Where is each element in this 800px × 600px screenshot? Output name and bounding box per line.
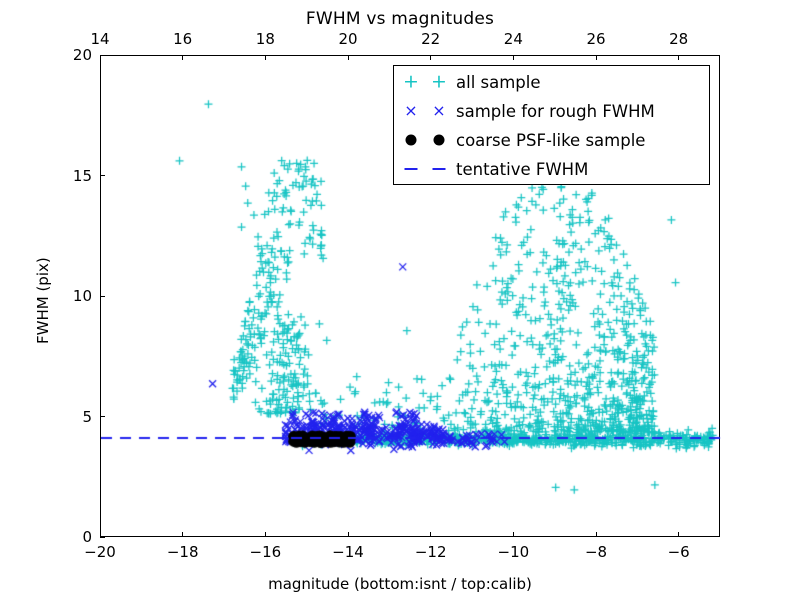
y-tick-label: 5 <box>82 407 92 426</box>
bottom-tickmark <box>512 532 515 537</box>
x-axis-label: magnitude (bottom:isnt / top:calib) <box>268 575 532 593</box>
top-tickmark <box>678 55 680 60</box>
y-tick-label: 0 <box>82 528 92 546</box>
bottom-tick-label: −12 <box>414 543 447 561</box>
y-tickmark <box>100 295 105 297</box>
bottom-tick-label: −8 <box>584 543 608 561</box>
top-tick-label: 22 <box>421 30 441 48</box>
y-tick-label: 15 <box>72 166 92 185</box>
bottom-tickmark <box>678 532 680 537</box>
chart-legend[interactable]: + + all sample × × sample for rough FWHM coars… <box>393 65 710 185</box>
bottom-tick-label: −16 <box>249 543 282 561</box>
top-tickmark <box>347 55 349 60</box>
top-tick-label: 14 <box>90 30 110 48</box>
legend-marker--icon: + + <box>403 70 447 93</box>
y-tickmark <box>100 416 105 418</box>
legend-marker-dashedline-icon <box>394 154 456 184</box>
y-tickmark <box>100 54 105 56</box>
legend-label: tentative FWHM <box>456 159 589 179</box>
bottom-tickmark <box>595 532 597 537</box>
chart-title: FWHM vs magnitudes <box>305 9 495 29</box>
top-tickmark <box>182 55 184 60</box>
bottom-tick-label: −10 <box>497 543 530 561</box>
y-tickmark <box>100 536 105 538</box>
top-tickmark <box>99 55 101 60</box>
y-tick-label: 20 <box>72 46 92 64</box>
legend-marker-o-icon <box>394 125 456 155</box>
legend-label: sample for rough FWHM <box>456 101 655 121</box>
top-tickmark <box>512 55 515 60</box>
legend-entry[interactable]: + + all sample <box>394 67 709 97</box>
bottom-tick-label: −6 <box>667 543 690 561</box>
y-tickmark <box>100 175 105 177</box>
bottom-tickmark <box>182 532 184 537</box>
y-tick-label: 10 <box>72 287 92 305</box>
legend-entry[interactable]: × × sample for rough FWHM <box>394 96 709 126</box>
top-tickmark <box>595 55 597 60</box>
top-tick-label: 24 <box>503 30 523 48</box>
bottom-tick-label: −18 <box>166 543 199 561</box>
top-tick-label: 16 <box>173 30 193 48</box>
bottom-tick-label: −20 <box>84 543 116 561</box>
top-tickmark <box>264 55 267 60</box>
top-tick-label: 20 <box>338 30 358 48</box>
bottom-tickmark <box>347 532 349 537</box>
bottom-tick-label: −14 <box>332 543 364 561</box>
top-tick-label: 18 <box>255 30 275 48</box>
legend-marker-x-icon: × × <box>404 101 446 120</box>
legend-entry[interactable]: coarse PSF-like sample <box>394 125 709 155</box>
legend-label: all sample <box>456 72 541 92</box>
bottom-tickmark <box>264 532 267 537</box>
top-tick-label: 28 <box>669 30 689 48</box>
y-axis-label: FWHM (pix) <box>34 257 52 344</box>
top-tick-label: 26 <box>586 30 606 48</box>
legend-entry[interactable]: tentative FWHM <box>394 154 709 184</box>
bottom-tickmark <box>430 532 432 537</box>
legend-label: coarse PSF-like sample <box>456 130 646 150</box>
bottom-tickmark <box>99 532 101 537</box>
top-tickmark <box>430 55 432 60</box>
